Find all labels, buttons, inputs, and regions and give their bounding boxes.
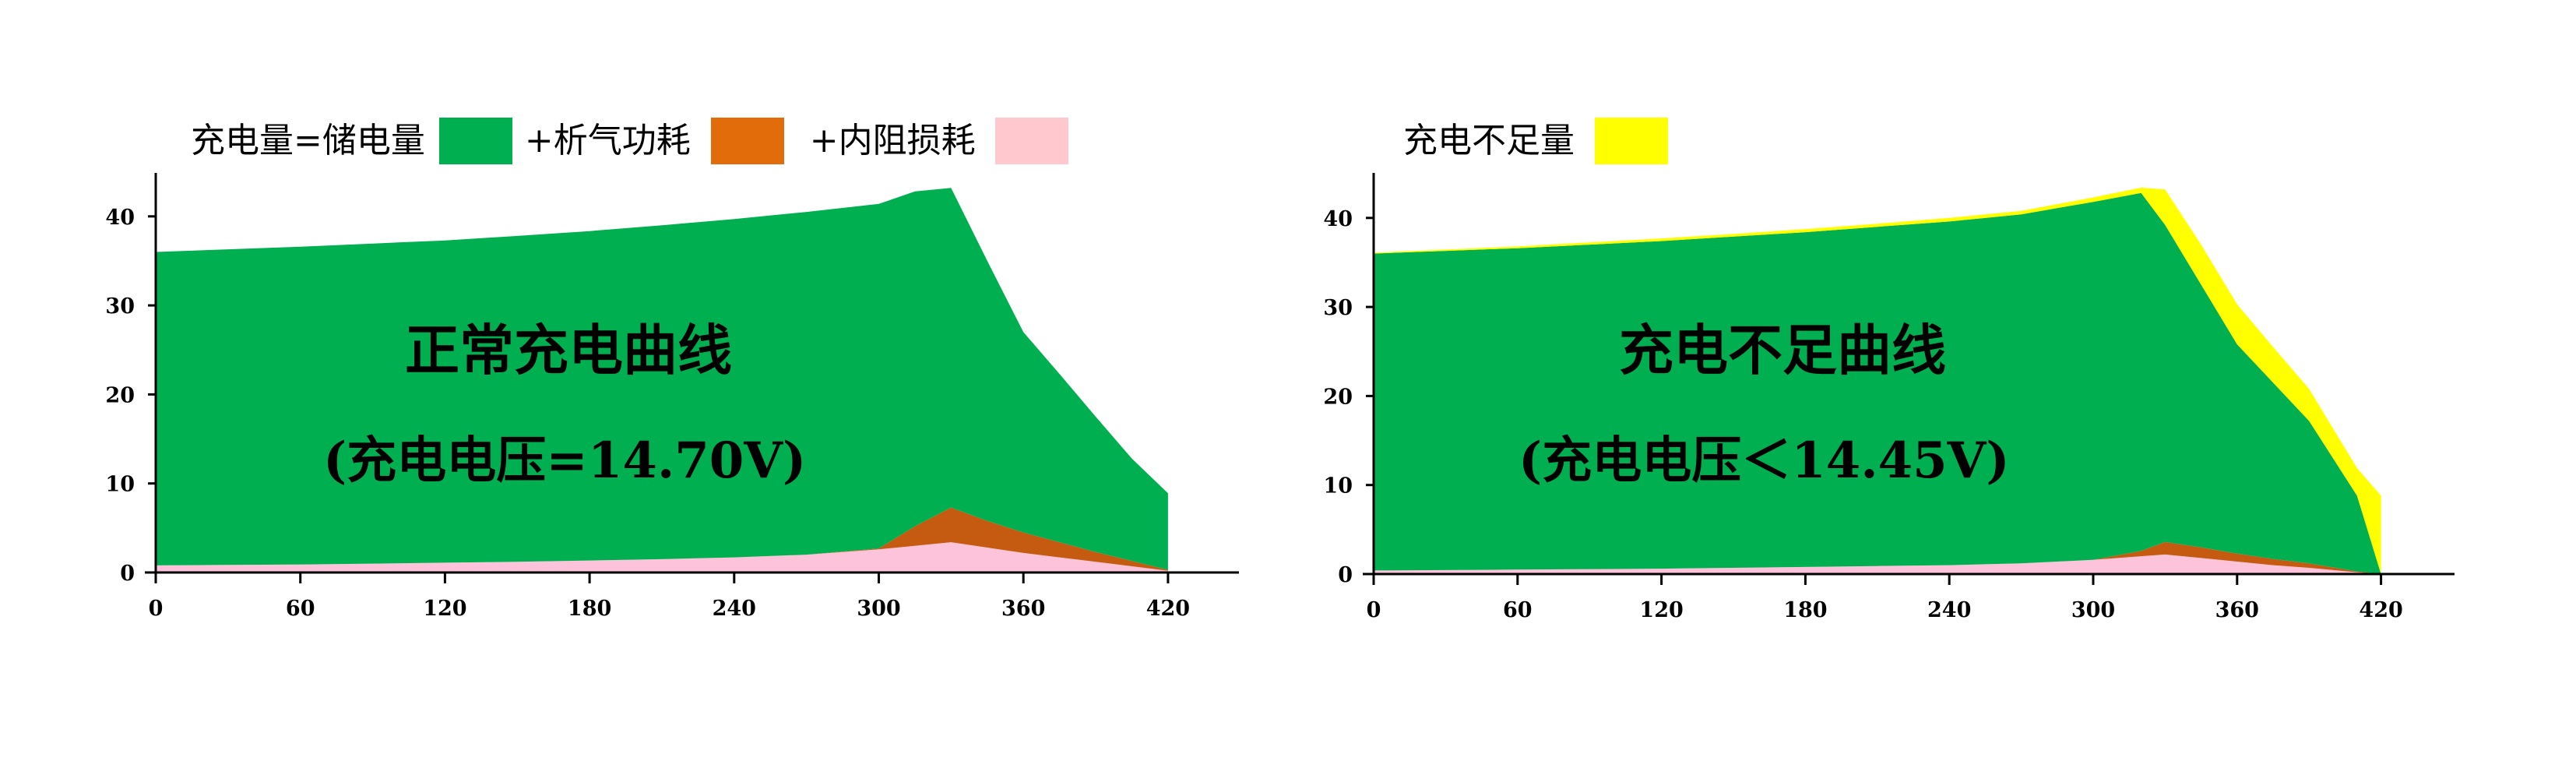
legend-label-undercharge: 充电不足量 <box>1403 121 1575 160</box>
y-tick-label: 30 <box>1323 296 1353 320</box>
legend-label-gassing: +析气功耗 <box>524 121 691 160</box>
x-tick-label: 120 <box>1639 598 1683 622</box>
chart-normal-charging: 0 10 20 30 40 0 60 120 180 240 300 360 420 充电量=储电量 +… <box>105 115 1239 621</box>
y-tick-label: 20 <box>105 383 135 407</box>
legend-label-resistance: +内阻损耗 <box>809 121 976 160</box>
chart-subtitle-normal: (充电电压=14.70V) <box>323 432 807 490</box>
y-tick-label: 40 <box>1323 207 1353 231</box>
y-tick-label: 10 <box>105 473 135 497</box>
x-tick-label: 300 <box>2071 598 2115 622</box>
area-储电量 <box>156 188 1168 570</box>
chart-undercharging: 0 10 20 30 40 0 60 120 180 240 300 360 420 充电不足量 充电不… <box>1288 0 2576 782</box>
x-tick-label: 0 <box>1367 598 1381 622</box>
x-tick-label: 180 <box>1783 598 1827 622</box>
x-tick-label: 240 <box>713 597 756 621</box>
legend-label-storage: 充电量=储电量 <box>191 121 425 160</box>
x-tick-label: 0 <box>149 597 164 621</box>
legend-swatch-yellow <box>1595 118 1668 164</box>
legend-undercharge: 充电不足量 <box>1403 115 1668 167</box>
y-tick-label: 10 <box>1323 474 1353 498</box>
legend-swatch-orange <box>710 118 784 164</box>
x-tick-label: 120 <box>423 597 466 621</box>
x-tick-label: 420 <box>1146 597 1190 621</box>
x-tick-label: 300 <box>857 597 900 621</box>
y-tick-label: 40 <box>105 206 135 230</box>
x-tick-label: 360 <box>1001 597 1045 621</box>
area-内阻损耗 <box>1374 554 2381 574</box>
area-析气功耗 <box>156 507 1168 571</box>
x-tick-label: 420 <box>2359 598 2402 622</box>
chart-title-undercharge: 充电不足曲线 <box>1619 318 1946 382</box>
plot-area-undercharge: 0 10 20 30 40 0 60 120 180 240 300 360 420 <box>1323 173 2455 622</box>
x-tick-label: 240 <box>1927 598 1971 622</box>
area-储电量 <box>1374 192 2381 575</box>
plot-area-normal: 0 10 20 30 40 0 60 120 180 240 300 360 420 <box>105 173 1239 621</box>
y-tick-label: 30 <box>105 294 135 319</box>
area-内阻损耗 <box>156 542 1168 572</box>
y-tick-label: 0 <box>1338 563 1353 587</box>
legend-swatch-pink <box>994 118 1068 164</box>
x-tick-label: 60 <box>286 597 315 621</box>
x-tick-label: 360 <box>2215 598 2259 622</box>
chart-title-normal: 正常充电曲线 <box>405 318 732 382</box>
x-tick-label: 60 <box>1503 598 1533 622</box>
legend-swatch-green <box>438 118 512 164</box>
x-tick-label: 180 <box>568 597 611 621</box>
chart-subtitle-undercharge: (充电电压＜14.45V) <box>1519 432 2010 490</box>
y-tick-label: 0 <box>120 562 135 586</box>
legend-normal: 充电量=储电量 +析气功耗 +内阻损耗 <box>191 115 1068 167</box>
y-tick-label: 20 <box>1323 385 1353 409</box>
